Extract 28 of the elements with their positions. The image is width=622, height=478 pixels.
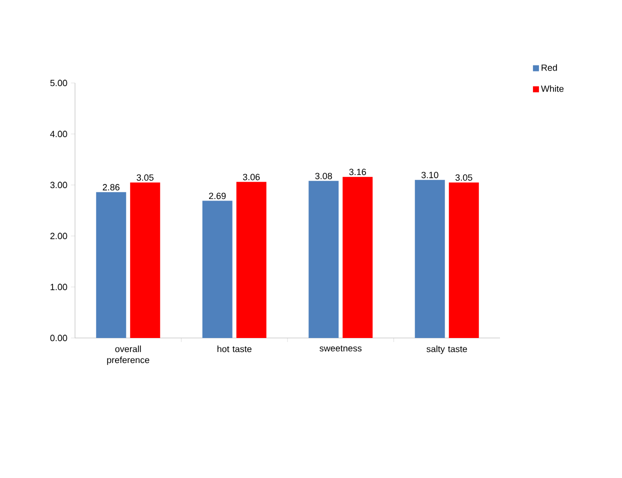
data-label: 3.05 [455, 174, 472, 181]
data-label: 3.08 [315, 172, 332, 180]
legend-label: Red [542, 64, 557, 71]
x-tick-label: salty taste [426, 346, 467, 354]
bar [342, 176, 373, 338]
bar [130, 182, 160, 338]
x-tick-label: sweetness [320, 346, 362, 352]
data-label: 2.86 [102, 184, 120, 190]
y-tick-label: 4.00 [50, 130, 68, 138]
data-label: 3.10 [421, 172, 438, 178]
y-tick-label: 3.00 [50, 182, 68, 188]
data-label: 3.06 [242, 174, 260, 180]
legend-label: White [541, 85, 564, 92]
bar [96, 192, 126, 338]
data-label: 3.05 [136, 174, 154, 181]
y-tick-label: 5.00 [50, 80, 68, 86]
bar [236, 182, 266, 338]
x-tick-label: overall preference [107, 346, 150, 365]
bar [448, 182, 479, 338]
y-tick-label: 0.00 [50, 334, 68, 342]
bar [308, 180, 339, 338]
y-tick-label: 1.00 [50, 284, 68, 290]
data-label: 3.16 [349, 168, 366, 176]
data-label: 2.69 [209, 192, 226, 200]
x-tick-label: hot taste [217, 346, 252, 352]
bar [202, 200, 232, 338]
y-tick-label: 2.00 [50, 232, 68, 240]
bar [414, 180, 445, 338]
